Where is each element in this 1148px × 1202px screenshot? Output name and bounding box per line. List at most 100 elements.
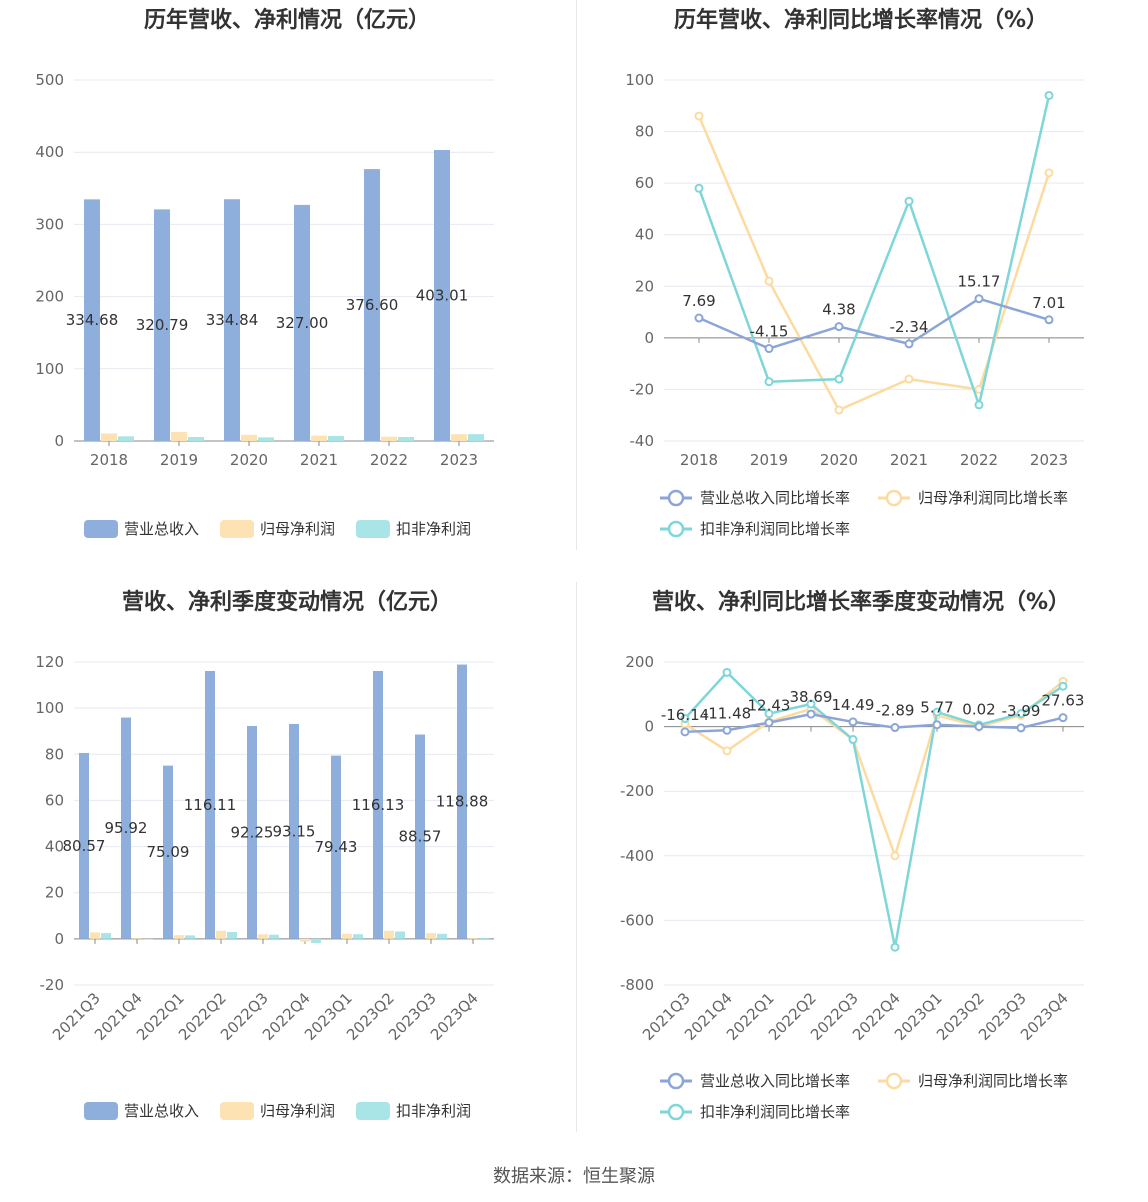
bar bbox=[154, 209, 170, 441]
data-label: -4.15 bbox=[750, 323, 789, 341]
data-point bbox=[848, 735, 858, 745]
data-label: 27.63 bbox=[1042, 692, 1085, 710]
data-point bbox=[1058, 713, 1068, 723]
bar bbox=[143, 938, 153, 940]
x-tick-label: 2023 bbox=[440, 451, 478, 469]
data-label: 0.02 bbox=[962, 701, 995, 719]
bar bbox=[311, 938, 321, 944]
bar bbox=[331, 755, 341, 939]
bar bbox=[364, 169, 380, 442]
data-label: 376.60 bbox=[346, 296, 399, 314]
data-label: 80.57 bbox=[63, 837, 106, 855]
bar bbox=[294, 204, 310, 441]
y-tick-label: -600 bbox=[620, 911, 654, 929]
bar bbox=[174, 935, 184, 939]
bar bbox=[84, 199, 100, 441]
source-label: 数据来源：恒生聚源 bbox=[493, 1166, 655, 1187]
bar bbox=[300, 938, 310, 942]
bar bbox=[241, 434, 257, 441]
quarterly-values-panel: 营收、净利季度变动情况（亿元） -20 0 20 40 60 80 100 120 2021Q3… bbox=[0, 582, 574, 1162]
x-tick-label: 2022 bbox=[960, 451, 998, 469]
data-point bbox=[974, 722, 984, 732]
x-tick-label: 2019 bbox=[160, 451, 198, 469]
y-tick-label: -20 bbox=[630, 380, 655, 398]
data-point bbox=[764, 276, 774, 286]
data-point bbox=[974, 294, 984, 304]
bar bbox=[118, 436, 134, 441]
data-point bbox=[834, 405, 844, 415]
bar bbox=[90, 932, 100, 939]
bar bbox=[342, 933, 352, 939]
y-tick-label: 400 bbox=[35, 143, 64, 161]
bar bbox=[457, 664, 467, 939]
y-tick-label: 20 bbox=[635, 277, 654, 295]
data-label: 116.11 bbox=[184, 796, 237, 814]
legend-marker bbox=[667, 489, 685, 507]
data-point bbox=[764, 718, 774, 728]
legend-swatch bbox=[220, 1102, 254, 1120]
bar bbox=[395, 931, 405, 939]
y-tick-label: 60 bbox=[45, 791, 64, 809]
y-tick-label: -40 bbox=[630, 432, 655, 450]
y-tick-label: 200 bbox=[625, 653, 654, 671]
data-point bbox=[806, 709, 816, 719]
data-label: 15.17 bbox=[958, 273, 1001, 291]
data-point bbox=[890, 723, 900, 733]
x-tick-label: 2018 bbox=[680, 451, 718, 469]
bar bbox=[227, 931, 237, 939]
y-tick-label: 500 bbox=[35, 71, 64, 89]
data-point bbox=[764, 344, 774, 354]
bar bbox=[79, 752, 89, 939]
data-point bbox=[904, 374, 914, 384]
data-label: 7.01 bbox=[1032, 294, 1065, 312]
legend-label: 归母净利润同比增长率 bbox=[918, 489, 1068, 507]
data-point bbox=[1016, 709, 1026, 719]
data-label: -2.89 bbox=[876, 702, 915, 720]
data-point bbox=[1016, 723, 1026, 733]
y-tick-label: 20 bbox=[45, 884, 64, 902]
data-point bbox=[904, 339, 914, 349]
data-point bbox=[680, 714, 690, 724]
data-label: 79.43 bbox=[315, 838, 358, 856]
y-tick-label: -20 bbox=[40, 976, 65, 994]
legend-swatch bbox=[84, 520, 118, 538]
data-point bbox=[806, 699, 816, 709]
quarterly-growth-chart: -800-600-400-20002002021Q32021Q42022Q120… bbox=[620, 653, 1085, 1121]
bar bbox=[171, 431, 187, 441]
bar bbox=[468, 937, 478, 939]
data-label: 327.00 bbox=[276, 314, 329, 332]
x-tick-label: 2022 bbox=[370, 451, 408, 469]
bar bbox=[311, 435, 327, 441]
data-label: 116.13 bbox=[352, 796, 405, 814]
y-tick-label: 0 bbox=[54, 432, 64, 450]
chart-title: 营收、净利同比增长率季度变动情况（%） bbox=[651, 590, 1071, 615]
bar bbox=[384, 930, 394, 939]
data-point bbox=[834, 374, 844, 384]
data-label: -16.14 bbox=[661, 706, 709, 724]
annual-growth-chart: -40 -20 0 20 40 60 80 100 2018 2019 2020 2021 2022 20… bbox=[625, 71, 1084, 538]
series-line bbox=[684, 712, 1064, 734]
series-line bbox=[698, 297, 1050, 350]
x-tick-label: 2019 bbox=[750, 451, 788, 469]
legend-swatch bbox=[84, 1102, 118, 1120]
legend-label: 扣非净利润同比增长率 bbox=[700, 520, 850, 538]
bar bbox=[163, 765, 173, 939]
data-label: 334.84 bbox=[206, 311, 259, 329]
x-tick-label: 2023 bbox=[1030, 451, 1068, 469]
chart-title: 历年营收、净利情况（亿元） bbox=[143, 8, 430, 33]
legend-label: 归母净利润同比增长率 bbox=[918, 1072, 1068, 1090]
bar bbox=[205, 670, 215, 939]
data-point bbox=[834, 322, 844, 332]
annual-growth-panel: 历年营收、净利同比增长率情况（%） -40 -20 0 20 40 60 80 100 2018… bbox=[574, 0, 1148, 580]
bar bbox=[216, 930, 226, 939]
bar bbox=[258, 934, 268, 939]
data-label: 93.15 bbox=[273, 822, 316, 840]
bar bbox=[121, 717, 131, 939]
y-tick-label: 100 bbox=[35, 360, 64, 378]
series-line bbox=[684, 680, 1064, 860]
x-tick-label: 2020 bbox=[230, 451, 268, 469]
bar bbox=[101, 433, 117, 441]
chart-title: 营收、净利季度变动情况（亿元） bbox=[121, 590, 452, 615]
data-label: 320.79 bbox=[136, 316, 189, 334]
data-point bbox=[1044, 168, 1054, 178]
